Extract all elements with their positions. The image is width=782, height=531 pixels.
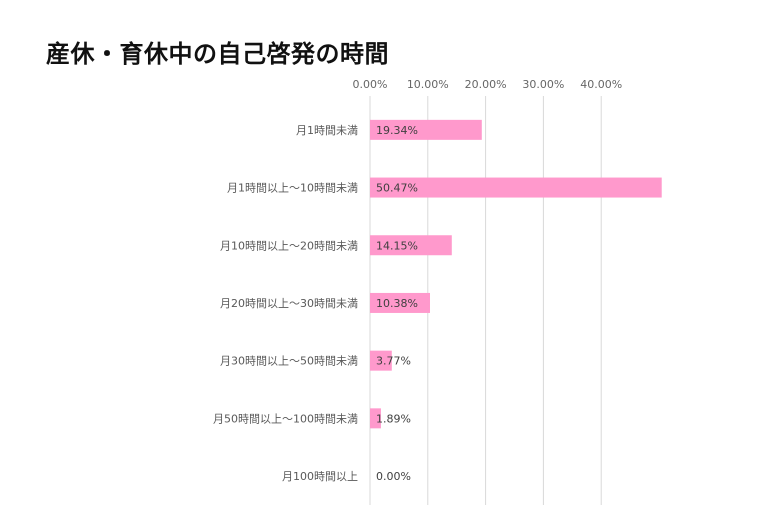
category-label: 月20時間以上～30時間未満	[220, 297, 358, 310]
bars	[370, 119, 662, 429]
data-labels: 19.34% 50.47% 14.15% 10.38% 3.77% 1.89% 0.00%	[376, 124, 418, 483]
bar	[370, 292, 430, 313]
x-tick-label: 30.00%	[522, 78, 564, 91]
x-tick-label: 40.00%	[580, 78, 622, 91]
category-label: 月1時間未満	[296, 124, 358, 137]
data-label: 50.47%	[376, 182, 418, 195]
bar	[370, 177, 662, 198]
data-label: 14.15%	[376, 239, 418, 252]
data-label: 0.00%	[376, 470, 411, 483]
data-label: 1.89%	[376, 412, 411, 425]
x-axis-ticks: 0.00% 10.00% 20.00% 30.00% 40.00%	[353, 78, 623, 91]
chart-title: 産休・育休中の自己啓発の時間	[46, 40, 389, 68]
bar	[370, 235, 452, 256]
category-label: 月100時間以上	[282, 470, 358, 483]
x-tick-label: 10.00%	[407, 78, 449, 91]
x-tick-label: 20.00%	[465, 78, 507, 91]
category-label: 月30時間以上～50時間未満	[220, 355, 358, 368]
data-label: 10.38%	[376, 297, 418, 310]
bar	[370, 350, 392, 371]
x-tick-label: 0.00%	[353, 78, 388, 91]
bar	[370, 119, 482, 140]
bar	[370, 408, 381, 429]
category-labels: 月1時間未満月1時間以上～10時間未満月10時間以上～20時間未満月20時間以上…	[213, 124, 358, 483]
category-label: 月1時間以上～10時間未満	[227, 182, 358, 195]
data-label: 19.34%	[376, 124, 418, 137]
category-label: 月10時間以上～20時間未満	[220, 239, 358, 252]
category-label: 月50時間以上～100時間未満	[213, 412, 358, 425]
data-label: 3.77%	[376, 355, 411, 368]
